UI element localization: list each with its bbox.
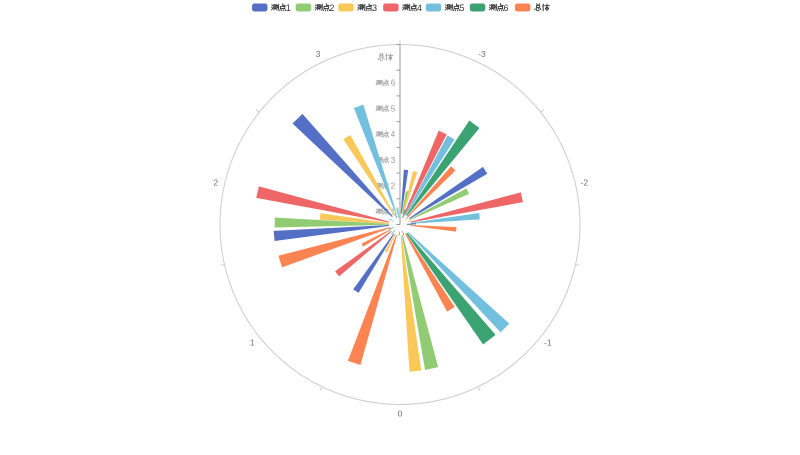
svg-text:-1: -1 [544,337,552,347]
svg-text:1: 1 [286,3,291,13]
svg-text:3: 3 [316,49,321,59]
svg-text:4: 4 [417,3,422,13]
svg-text:1: 1 [391,207,395,216]
svg-text:-2: -2 [581,177,589,187]
svg-text:5: 5 [391,104,396,113]
svg-text:-3: -3 [478,49,486,59]
svg-text:4: 4 [391,130,396,139]
svg-text:2: 2 [213,177,218,187]
svg-text:6: 6 [504,3,509,13]
svg-text:3: 3 [372,3,377,13]
svg-text:6: 6 [391,79,396,88]
svg-text:3: 3 [391,156,396,165]
svg-text:2: 2 [330,3,335,13]
svg-text:0: 0 [398,409,403,419]
svg-text:2: 2 [391,182,395,191]
svg-text:5: 5 [460,3,465,13]
svg-text:1: 1 [250,337,255,347]
